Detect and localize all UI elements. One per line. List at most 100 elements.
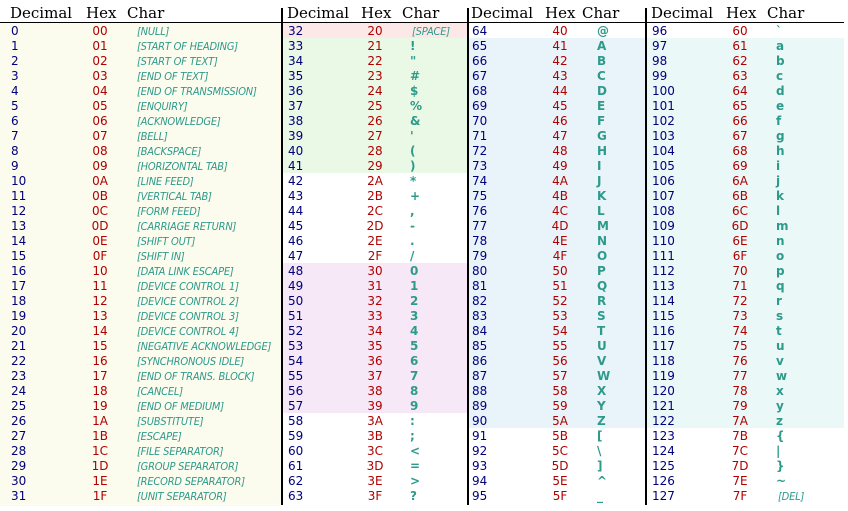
hex-cell: 39 xyxy=(367,399,383,413)
decimal-cell: 102 xyxy=(652,114,675,128)
hex-cell: 55 xyxy=(552,339,568,353)
decimal-cell: 108 xyxy=(652,204,675,218)
decimal-cell: 40 xyxy=(288,144,304,158)
hex-cell: 2B xyxy=(367,189,383,203)
char-cell: e xyxy=(776,99,785,113)
char-cell: Z xyxy=(597,414,606,428)
char-cell: [END OF TRANS. BLOCK] xyxy=(137,370,255,383)
hex-cell: 0A xyxy=(92,174,108,188)
char-cell: i xyxy=(776,159,781,173)
char-cell: * xyxy=(410,174,417,188)
char-cell: 6 xyxy=(410,354,419,368)
decimal-cell: 62 xyxy=(288,474,304,488)
char-cell: [HORIZONTAL TAB] xyxy=(137,160,228,173)
hex-cell: 79 xyxy=(732,399,748,413)
hex-cell: 14 xyxy=(92,324,108,338)
hex-cell: 40 xyxy=(552,24,568,38)
hex-cell: 06 xyxy=(92,114,108,128)
decimal-cell: 118 xyxy=(652,354,675,368)
decimal-cell: 14 xyxy=(11,234,27,248)
decimal-cell: 97 xyxy=(652,39,668,53)
hex-cell: 28 xyxy=(367,144,383,158)
hex-cell: 30 xyxy=(367,264,383,278)
column-divider-3 xyxy=(645,8,647,505)
hex-cell: 58 xyxy=(552,384,568,398)
char-cell: " xyxy=(410,54,417,68)
char-cell: g xyxy=(776,129,785,143)
hex-cell: 20 xyxy=(367,24,383,38)
char-cell: ? xyxy=(410,489,417,503)
hex-cell: 70 xyxy=(732,264,748,278)
hex-cell: 12 xyxy=(92,294,108,308)
decimal-cell: 86 xyxy=(472,354,488,368)
char-cell: [START OF TEXT] xyxy=(137,55,218,68)
decimal-cell: 111 xyxy=(652,249,675,263)
decimal-cell: 72 xyxy=(472,144,488,158)
decimal-cell: 32 xyxy=(288,24,304,38)
char-cell: 0 xyxy=(410,264,419,278)
hex-cell: 4E xyxy=(552,234,568,248)
hex-cell: 41 xyxy=(552,39,568,53)
char-cell: [SYNCHRONOUS IDLE] xyxy=(137,355,245,368)
hex-cell: 52 xyxy=(552,294,568,308)
char-cell: [RECORD SEPARATOR] xyxy=(137,475,245,488)
decimal-cell: 42 xyxy=(288,174,304,188)
hex-cell: 2A xyxy=(367,174,383,188)
decimal-cell: 109 xyxy=(652,219,675,233)
band-control-chars xyxy=(0,23,281,506)
decimal-cell: 85 xyxy=(472,339,488,353)
decimal-cell: 98 xyxy=(652,54,668,68)
decimal-cell: 78 xyxy=(472,234,488,248)
hex-cell: 01 xyxy=(92,39,108,53)
decimal-cell: 35 xyxy=(288,69,304,83)
char-cell: [LINE FEED] xyxy=(137,175,194,188)
decimal-cell: 17 xyxy=(11,279,27,293)
band-digits xyxy=(283,263,467,413)
char-cell: 5 xyxy=(410,339,419,353)
decimal-cell: 114 xyxy=(652,294,675,308)
char-cell: b xyxy=(776,54,785,68)
hex-cell: 7F xyxy=(732,489,748,503)
hex-cell: 21 xyxy=(367,39,383,53)
column-divider-2 xyxy=(467,8,469,505)
header-char-4: Char xyxy=(767,4,805,22)
decimal-cell: 89 xyxy=(472,399,488,413)
char-cell: o xyxy=(776,249,785,263)
header-char-2: Char xyxy=(402,4,440,22)
hex-cell: 16 xyxy=(92,354,108,368)
header-char-1: Char xyxy=(127,4,165,22)
char-cell: { xyxy=(776,429,785,443)
decimal-cell: 33 xyxy=(288,39,304,53)
hex-cell: 62 xyxy=(732,54,748,68)
hex-cell: 2E xyxy=(367,234,383,248)
char-cell: [GROUP SEPARATOR] xyxy=(137,460,239,473)
char-cell: z xyxy=(776,414,783,428)
decimal-cell: 7 xyxy=(11,129,19,143)
decimal-cell: 11 xyxy=(11,189,27,203)
hex-cell: 15 xyxy=(92,339,108,353)
hex-cell: 2C xyxy=(366,204,383,218)
char-cell: @ xyxy=(597,24,609,38)
hex-cell: 22 xyxy=(367,54,383,68)
hex-cell: 05 xyxy=(92,99,108,113)
char-cell: ^ xyxy=(597,474,608,488)
hex-cell: 68 xyxy=(732,144,748,158)
char-cell: ! xyxy=(410,39,416,53)
decimal-cell: 37 xyxy=(288,99,304,113)
hex-cell: 6A xyxy=(732,174,748,188)
hex-cell: 1C xyxy=(91,444,108,458)
decimal-cell: 66 xyxy=(472,54,488,68)
char-cell: G xyxy=(597,129,607,143)
decimal-cell: 15 xyxy=(11,249,27,263)
decimal-cell: 94 xyxy=(472,474,488,488)
char-cell: R xyxy=(597,294,607,308)
char-cell: u xyxy=(776,339,785,353)
decimal-cell: 26 xyxy=(11,414,27,428)
char-cell: [SPACE] xyxy=(412,25,450,38)
decimal-cell: 13 xyxy=(11,219,27,233)
decimal-cell: 68 xyxy=(472,84,488,98)
decimal-cell: 113 xyxy=(652,279,675,293)
char-cell: 1 xyxy=(410,279,419,293)
decimal-cell: 83 xyxy=(472,309,488,323)
char-cell: [DEVICE CONTROL 4] xyxy=(137,325,239,338)
